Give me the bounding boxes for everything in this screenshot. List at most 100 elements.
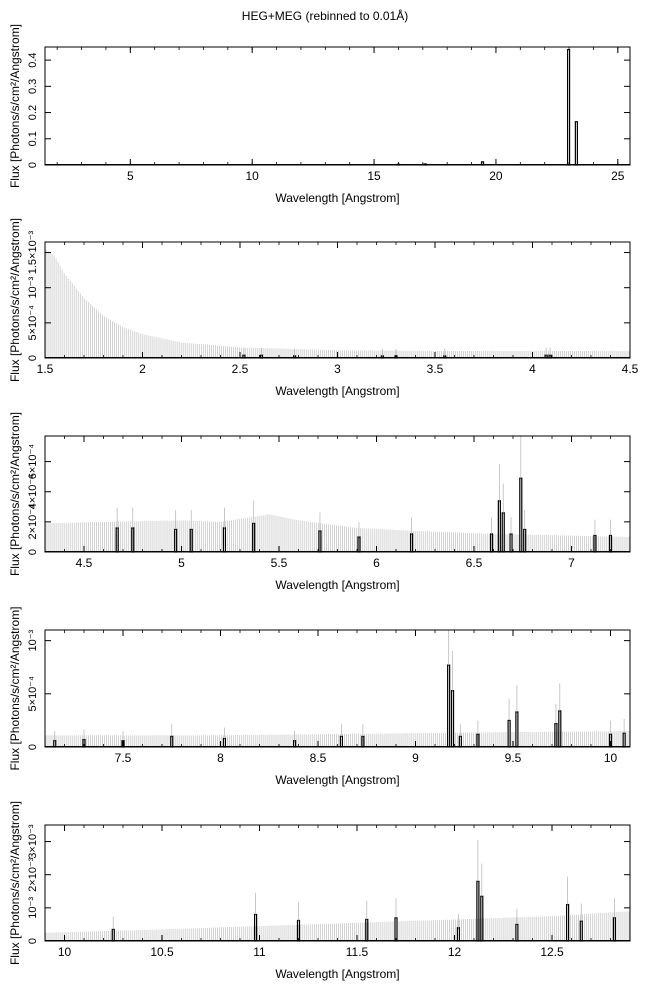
spectral-line	[222, 737, 226, 748]
x-tick-label: 10	[58, 945, 72, 959]
chart-panel-5: 10 10.5 11 11.5 12 12.5 0 10⁻³ 2×10⁻³3×10⁻³ Wavel…	[8, 801, 631, 981]
x-tick-label: 7.5	[115, 751, 132, 765]
chart-panel-2: 1.5 2 2.5 3 3.5 4 4.5 0 5×10⁻⁴ 10⁻³ 1.5×10⁻³ Wavele…	[8, 218, 639, 398]
y-tick-label: 0	[27, 938, 39, 944]
x-tick-label: 5	[127, 169, 134, 183]
x-tick-label: 5	[178, 556, 185, 570]
figure-title: HEG+MEG (rebinned to 0.01Å)	[241, 9, 409, 23]
plot-frame	[44, 46, 631, 166]
x-tick-label: 7	[568, 556, 575, 570]
spectral-line	[507, 719, 511, 748]
spectral-line	[497, 500, 501, 553]
spectral-line	[394, 917, 398, 942]
spectral-line	[174, 528, 178, 553]
y-tick-label: 0	[27, 549, 39, 555]
y-tick-label: 4×10⁻⁴	[27, 474, 39, 510]
x-tick-label: 10	[604, 751, 618, 765]
y-tick-label: 6×10⁻⁴	[27, 444, 39, 480]
spectral-line	[579, 920, 583, 942]
x-tick-label: 3	[334, 362, 341, 376]
y-axis-label: Flux [Photons/s/cm²/Angstrom]	[8, 606, 22, 770]
x-tick-label: 25	[611, 169, 625, 183]
x-tick-label: 11	[253, 945, 266, 959]
x-axis-label: Wavelength [Angstrom]	[275, 967, 399, 981]
spectral-line	[450, 690, 455, 748]
x-tick-label: 15	[367, 169, 381, 183]
plot-frame	[44, 629, 631, 748]
x-tick-label: 9	[412, 751, 419, 765]
error-envelope	[45, 911, 630, 941]
spectral-line	[515, 923, 519, 942]
y-axis-label: Flux [Photons/s/cm²/Angstrom]	[8, 801, 22, 965]
spectral-line	[622, 732, 626, 748]
x-tick-label: 20	[489, 169, 503, 183]
y-tick-label: 0.1	[27, 131, 39, 146]
spectral-line	[447, 664, 451, 748]
spectral-line	[111, 928, 115, 942]
x-tick-label: 10	[246, 169, 260, 183]
y-tick-label: 0.3	[27, 79, 39, 94]
x-tick-label: 11.5	[346, 945, 369, 959]
x-tick-label: 2.5	[232, 362, 249, 376]
spectral-lines	[115, 436, 613, 553]
x-tick-label: 6	[373, 556, 380, 570]
x-tick-label: 3.5	[427, 362, 444, 376]
y-axis-label: Flux [Photons/s/cm²/Angstrom]	[8, 24, 22, 188]
spectral-line	[519, 477, 523, 553]
spectral-lines	[53, 630, 626, 748]
x-tick-label: 2	[139, 362, 146, 376]
y-tick-label: 10⁻³	[27, 897, 39, 919]
spectral-line	[115, 527, 119, 553]
spectral-line	[410, 533, 414, 553]
x-tick-label: 12	[448, 945, 462, 959]
y-tick-label: 5×10⁻⁴	[27, 676, 39, 712]
spectral-line	[515, 711, 519, 748]
y-tick-label: 10⁻³	[27, 277, 39, 299]
y-tick-label: 0.2	[27, 105, 39, 120]
x-tick-label: 1.5	[37, 362, 54, 376]
y-tick-label: 0	[27, 355, 39, 361]
spectral-line	[458, 735, 462, 748]
spectral-line	[565, 903, 570, 942]
y-tick-label: 0	[27, 744, 39, 750]
spectral-line	[574, 121, 578, 166]
y-tick-label: 3×10⁻³	[27, 824, 39, 859]
x-tick-label: 12.5	[540, 945, 564, 959]
spectral-line	[222, 527, 226, 553]
x-tick-label: 8	[217, 751, 224, 765]
spectral-line	[612, 917, 617, 942]
y-tick-label: 2×10⁻⁴	[27, 504, 39, 540]
spectral-line	[554, 722, 558, 748]
x-tick-label: 4.5	[622, 362, 639, 376]
y-tick-label: 0	[27, 162, 39, 168]
spectral-line	[558, 710, 562, 748]
x-tick-label: 5.5	[271, 556, 288, 570]
spectral-line	[318, 530, 322, 553]
x-tick-label: 4.5	[76, 556, 93, 570]
x-tick-label: 4	[529, 362, 536, 376]
x-axis-label: Wavelength [Angstrom]	[275, 384, 399, 398]
spectral-line	[509, 533, 513, 553]
spectral-lines	[396, 49, 578, 166]
x-axis-label: Wavelength [Angstrom]	[275, 191, 399, 205]
x-tick-label: 6.5	[466, 556, 483, 570]
y-tick-label: 2×10⁻³	[27, 857, 39, 892]
y-tick-label: 0.4	[27, 52, 39, 67]
chart-panel-4: 7.5 8 8.5 9 9.5 10 0 5×10⁻⁴ 10⁻³ Wavelength [Angs…	[8, 606, 631, 787]
error-envelope	[45, 249, 630, 358]
spectral-line	[456, 927, 460, 942]
y-tick-label: 1.5×10⁻³	[27, 230, 39, 274]
chart-panel-3: 4.5 5 5.5 6 6.5 7 0 2×10⁻⁴4×10⁻⁴6×10⁻⁴ Wavelengt…	[8, 412, 631, 592]
spectral-line	[339, 735, 343, 748]
error-envelope	[45, 514, 630, 552]
y-axis-label: Flux [Photons/s/cm²/Angstrom]	[8, 412, 22, 576]
x-tick-label: 9.5	[505, 751, 522, 765]
y-tick-label: 10⁻³	[27, 629, 39, 651]
chart-panel-1: 5 10 15 20 25 0 0.1 0.2 0.3 0.4 Wavelength [Angstr…	[8, 24, 631, 205]
spectral-line	[566, 49, 571, 166]
y-tick-label: 5×10⁻⁴	[27, 305, 39, 341]
y-axis-label: Flux [Photons/s/cm²/Angstrom]	[8, 218, 22, 382]
spectral-line	[523, 528, 527, 553]
spectral-line	[170, 735, 174, 748]
spectral-line	[501, 512, 505, 553]
